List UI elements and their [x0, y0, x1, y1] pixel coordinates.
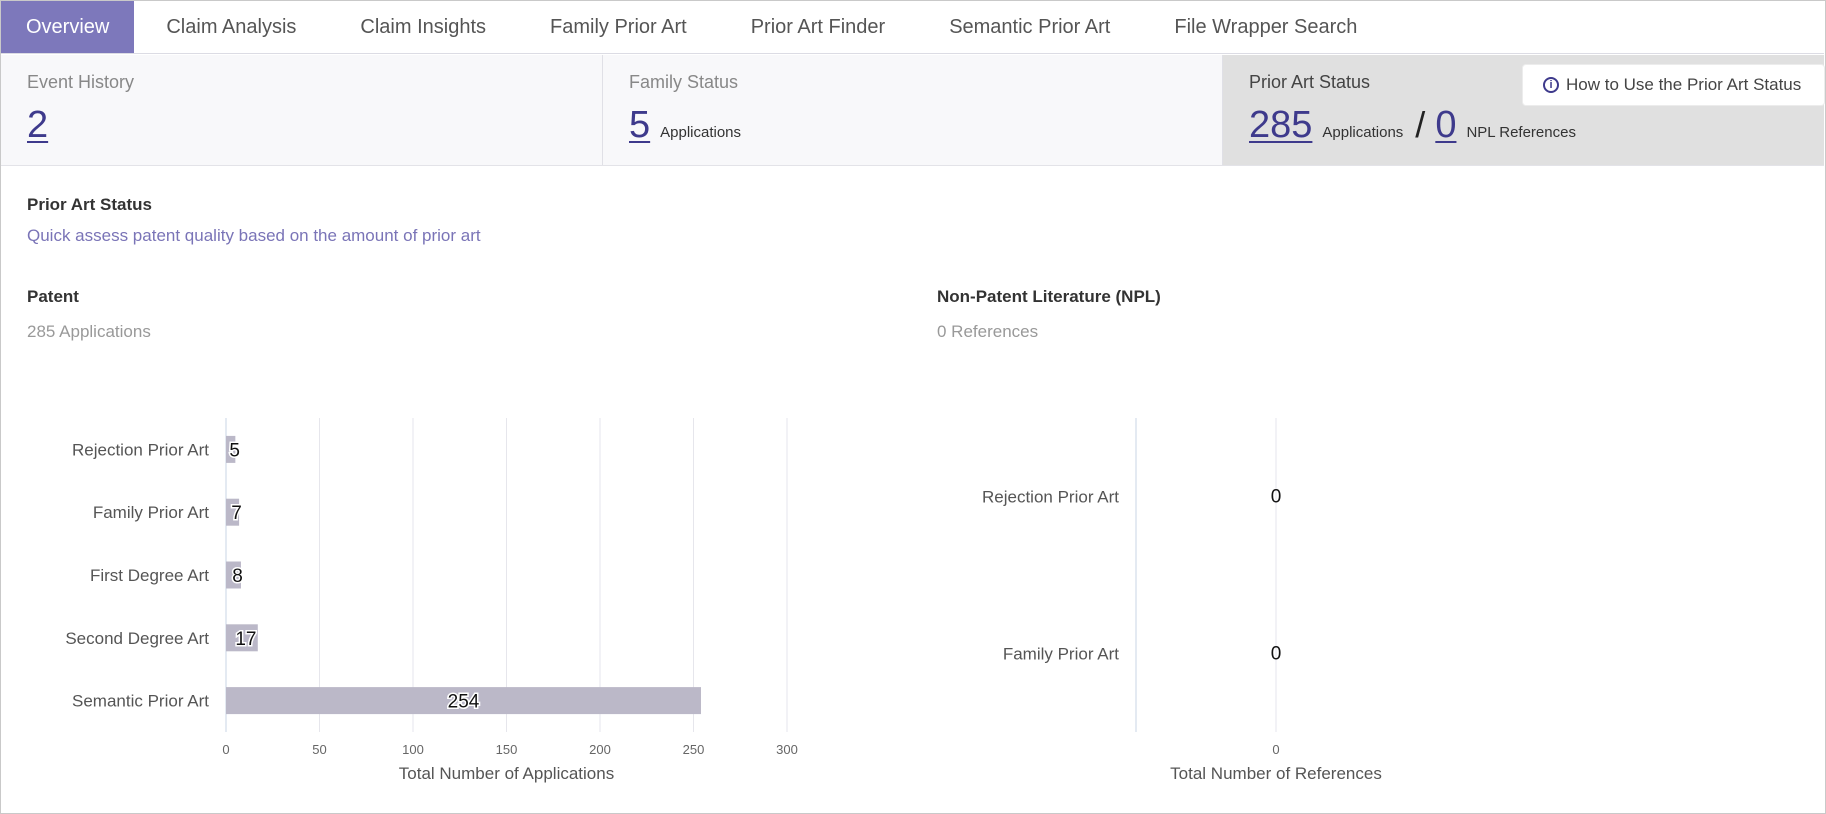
npl-subtitle: 0 References — [937, 322, 1039, 341]
tab-bar: Overview Claim Analysis Claim Insights F… — [1, 1, 1824, 54]
event-history-card: Event History 2 — [1, 55, 603, 165]
event-history-count-link[interactable]: 2 — [27, 104, 49, 146]
family-status-unit: Applications — [660, 124, 742, 141]
bar-first-degree-art — [226, 561, 241, 589]
bar-family-prior-art — [226, 498, 240, 526]
bar-value-label: 7 — [231, 503, 242, 524]
x-tick-label: 0 — [222, 742, 229, 757]
prior-art-status-title: Prior Art Status — [1249, 72, 1371, 92]
bar-value-label: 0 — [1271, 644, 1282, 665]
how-to-use-button[interactable]: i How to Use the Prior Art Status — [1523, 65, 1824, 105]
x-tick-label: 0 — [1272, 742, 1279, 757]
bar-value-label: 17 — [235, 629, 256, 650]
category-label-second-degree-art: Second Degree Art — [65, 629, 209, 648]
bar-semantic-prior-art — [226, 687, 701, 715]
x-axis-title: Total Number of References — [1170, 764, 1382, 783]
bar-value-label: 5 — [229, 440, 240, 461]
prior-art-status-card: Prior Art Status 285 Applications / 0 NP… — [1223, 55, 1824, 165]
x-tick-label: 100 — [402, 742, 424, 757]
category-label-family-prior-art: Family Prior Art — [93, 503, 209, 522]
npl-references-unit: NPL References — [1466, 124, 1576, 141]
category-label-semantic-prior-art: Semantic Prior Art — [72, 692, 209, 711]
tab-claim-analysis[interactable]: Claim Analysis — [166, 15, 297, 38]
tab-claim-insights[interactable]: Claim Insights — [360, 15, 487, 38]
family-status-value-row: 5 Applications — [629, 104, 751, 147]
bar-value-label: 254 — [448, 692, 480, 713]
prior-art-applications-link[interactable]: 285 — [1249, 104, 1313, 146]
x-axis-title: Total Number of Applications — [399, 764, 614, 783]
how-to-use-label: How to Use the Prior Art Status — [1566, 75, 1802, 94]
prior-art-separator: / — [1415, 104, 1426, 145]
bar-value-label: 0 — [1271, 487, 1282, 508]
event-history-title: Event History — [27, 72, 135, 92]
family-status-title: Family Status — [629, 72, 739, 92]
bar-value-label: 8 — [232, 566, 243, 587]
npl-title: Non-Patent Literature (NPL) — [937, 287, 1161, 306]
tab-overview[interactable]: Overview — [1, 1, 135, 53]
patent-title: Patent — [27, 287, 79, 306]
family-status-count-link[interactable]: 5 — [629, 104, 651, 146]
x-tick-label: 250 — [683, 742, 705, 757]
prior-art-applications-unit: Applications — [1322, 124, 1404, 141]
event-history-value-row: 2 — [27, 104, 48, 147]
bar-rejection-prior-art — [226, 435, 236, 463]
x-tick-label: 150 — [496, 742, 518, 757]
category-label-family-prior-art: Family Prior Art — [1003, 645, 1119, 664]
status-cards: Event History 2 Family Status 5 Applicat… — [1, 55, 1824, 166]
tab-family-prior-art[interactable]: Family Prior Art — [550, 15, 687, 38]
category-label-rejection-prior-art: Rejection Prior Art — [72, 440, 209, 459]
info-icon: i — [1543, 77, 1559, 93]
npl-references-link[interactable]: 0 — [1435, 104, 1457, 146]
x-tick-label: 300 — [776, 742, 798, 757]
category-label-first-degree-art: First Degree Art — [90, 566, 209, 585]
patent-subtitle: 285 Applications — [27, 322, 151, 341]
patent-chart: 0 50 100 150 200 250 300 Rejection Prior Art 5 Fa… — [65, 418, 798, 783]
x-tick-label: 50 — [312, 742, 326, 757]
bar-second-degree-art — [226, 624, 258, 652]
tab-semantic-prior-art[interactable]: Semantic Prior Art — [949, 15, 1111, 38]
x-tick-label: 200 — [589, 742, 611, 757]
category-label-rejection-prior-art: Rejection Prior Art — [982, 488, 1119, 507]
section-title: Prior Art Status — [27, 195, 153, 214]
section-subtitle: Quick assess patent quality based on the… — [27, 226, 481, 245]
tab-prior-art-finder[interactable]: Prior Art Finder — [750, 15, 886, 38]
family-status-card: Family Status 5 Applications — [603, 55, 1223, 165]
npl-chart: 0 Rejection Prior Art 0 Family Prior Art 0 To… — [982, 418, 1382, 783]
prior-art-status-value-row: 285 Applications / 0 NPL References — [1249, 104, 1586, 147]
tab-file-wrapper-search[interactable]: File Wrapper Search — [1174, 15, 1358, 38]
